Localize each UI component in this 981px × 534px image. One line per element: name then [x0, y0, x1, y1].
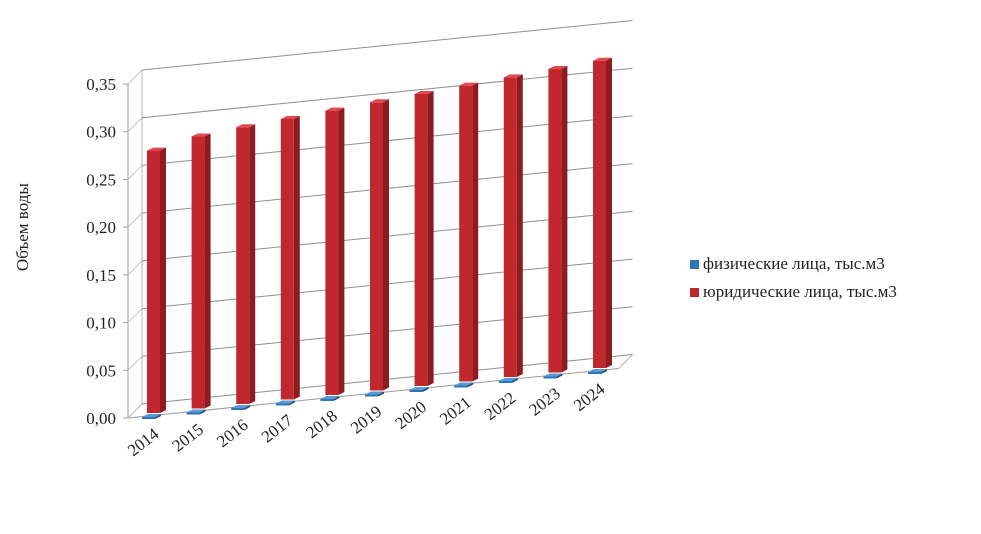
legend-swatch-legal-entities — [690, 287, 699, 297]
y-tick-label: 0,30 — [86, 123, 116, 142]
bar-legal-entities — [459, 82, 479, 382]
bar-legal-entities — [236, 124, 256, 404]
bar-individuals — [142, 414, 161, 419]
y-tick-label: 0,25 — [86, 170, 116, 189]
bar-legal-entities — [280, 115, 300, 400]
y-tick-label: 0,20 — [86, 218, 116, 237]
bar-individuals — [588, 369, 607, 374]
bar-individuals — [186, 409, 206, 415]
bar-legal-entities — [593, 57, 612, 368]
legend-item-individuals: физические лица, тыс.м3 — [690, 250, 897, 278]
legend-swatch-individuals — [690, 259, 699, 269]
y-tick-label: 0,00 — [86, 409, 116, 428]
y-tick-label: 0,10 — [86, 314, 116, 333]
bar-legal-entities — [325, 107, 345, 395]
x-tick-label: 2024 — [570, 379, 609, 415]
bar-legal-entities — [147, 147, 166, 414]
legend-label-legal-entities: юридические лица, тыс.м3 — [703, 282, 897, 301]
bars — [142, 57, 612, 419]
x-tick-label: 2021 — [436, 393, 474, 429]
bar-legal-entities — [548, 66, 568, 373]
bar-individuals — [409, 387, 429, 392]
y-axis-label: Объем воды — [13, 183, 32, 271]
legend: физические лица, тыс.м3 юридические лица… — [690, 250, 897, 306]
y-tick-label: 0,15 — [86, 266, 116, 285]
legend-item-legal-entities: юридические лица, тыс.м3 — [690, 278, 897, 306]
bar-legal-entities — [503, 74, 523, 378]
bar-individuals — [365, 391, 384, 397]
y-tick-label: 0,05 — [86, 361, 116, 380]
x-tick-label: 2017 — [258, 410, 297, 446]
bar-individuals — [454, 382, 474, 388]
bar-legal-entities — [191, 133, 211, 409]
bar-individuals — [543, 373, 563, 379]
x-tick-label: 2014 — [124, 424, 163, 460]
x-tick-label: 2016 — [213, 415, 251, 451]
bar-individuals — [320, 396, 340, 401]
x-tick-label: 2023 — [525, 384, 563, 420]
bar-individuals — [498, 378, 518, 383]
y-tick-label: 0,35 — [86, 75, 116, 94]
legend-label-individuals: физические лица, тыс.м3 — [703, 254, 885, 273]
bar-individuals — [275, 400, 295, 406]
bar-legal-entities — [370, 99, 389, 391]
x-tick-label: 2019 — [347, 402, 385, 438]
x-tick-label: 2015 — [169, 420, 207, 456]
x-tick-label: 2020 — [392, 397, 430, 433]
bar-legal-entities — [414, 90, 434, 386]
y-axis-ticks: 0,00 0,05 0,10 0,15 0,20 0,25 0,30 0,35 — [86, 75, 116, 428]
x-tick-label: 2022 — [481, 388, 519, 424]
bar-individuals — [231, 405, 251, 410]
x-tick-label: 2018 — [302, 406, 340, 442]
